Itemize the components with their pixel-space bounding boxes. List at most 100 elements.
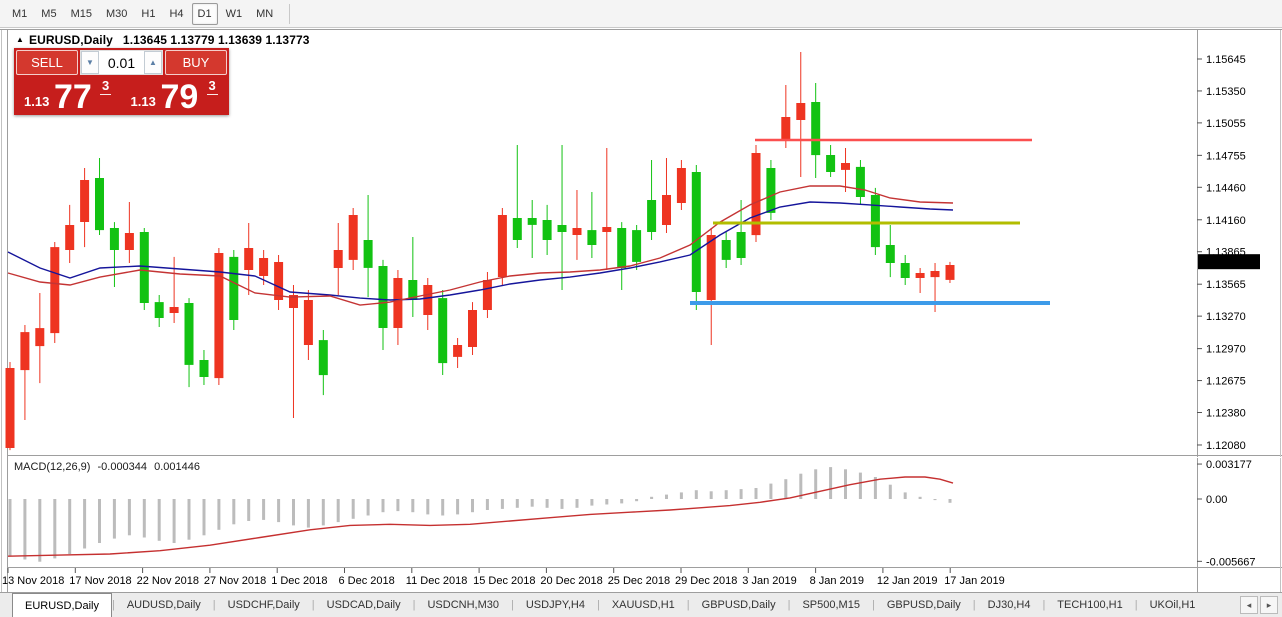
timeframe-button-m30[interactable]: M30 [105, 7, 128, 20]
tab-separator: | [686, 599, 690, 611]
chart-symbol-label: EURUSD,Daily [29, 33, 113, 47]
buy-button[interactable]: BUY [165, 50, 227, 75]
svg-text:-0.005667: -0.005667 [1206, 556, 1256, 568]
chart-tab-usdchf-daily[interactable]: USDCHF,Daily [227, 599, 300, 611]
tab-separator: | [212, 599, 216, 611]
timeframe-button-w1[interactable]: W1 [225, 7, 243, 20]
svg-text:22 Nov 2018: 22 Nov 2018 [137, 575, 199, 587]
tab-scroll-left-icon[interactable]: ◂ [1240, 596, 1258, 614]
svg-text:29 Dec 2018: 29 Dec 2018 [675, 575, 737, 587]
tab-separator: | [972, 599, 976, 611]
svg-text:20 Dec 2018: 20 Dec 2018 [540, 575, 602, 587]
chart-tab-xauusd-h1[interactable]: XAUUSD,H1 [611, 599, 675, 611]
timeframe-button-m5[interactable]: M5 [41, 7, 57, 20]
timeframe-button-h4[interactable]: H4 [169, 7, 184, 20]
sell-price-prefix: 1.13 [24, 94, 50, 109]
volume-increase-icon[interactable]: ▲ [144, 51, 162, 74]
sell-price-pip: 3 [100, 78, 112, 95]
chart-tab-gbpusd-daily[interactable]: GBPUSD,Daily [886, 599, 961, 611]
svg-text:0.00: 0.00 [1206, 494, 1227, 506]
collapse-triangle-icon[interactable]: ▲ [16, 35, 25, 44]
chart-tab-gbpusd-daily[interactable]: GBPUSD,Daily [701, 599, 776, 611]
sell-price-big: 77 [54, 78, 92, 116]
timeframe-toolbar: M1 M5 M15 M30 H1 H4 D1 W1 MN [0, 0, 1282, 28]
chart-tab-audusd-daily[interactable]: AUDUSD,Daily [126, 599, 201, 611]
chart-tab-ukoil-h1[interactable]: UKOil,H1 [1149, 599, 1196, 611]
svg-text:0.003177: 0.003177 [1206, 459, 1252, 471]
timeframe-button-mn[interactable]: MN [256, 7, 274, 20]
price-axis: 1.15645 1.15350 1.15055 1.14755 1.14460 1.141… [1197, 54, 1246, 452]
svg-text:1.13865: 1.13865 [1206, 247, 1246, 259]
chart-tabs: EURUSD,Daily | AUDUSD,Daily | USDCHF,Daily | U… [12, 593, 1207, 617]
ma-slow-blue-line[interactable] [7, 201, 954, 301]
chart-tab-usdcad-daily[interactable]: USDCAD,Daily [326, 599, 401, 611]
tab-separator: | [311, 599, 315, 611]
price-chart-canvas[interactable]: 1.15645 1.15350 1.15055 1.14755 1.14460 1.141… [0, 28, 1282, 592]
macd-axis: 0.003177 0.00 -0.005667 [1197, 459, 1256, 568]
chart-tab-tech100-h1[interactable]: TECH100,H1 [1057, 599, 1123, 611]
timeframe-buttons: M1 M5 M15 M30 H1 H4 D1 W1 MN [6, 2, 281, 25]
macd-main-value: -0.000344 [97, 461, 148, 473]
tab-separator: | [1042, 599, 1046, 611]
chart-tab-usdjpy-h4[interactable]: USDJPY,H4 [525, 599, 585, 611]
tab-separator: | [111, 599, 115, 611]
pane-borders [0, 29, 1282, 592]
buy-price-display[interactable]: 1.13 79 3 [122, 77, 227, 116]
toolbar-divider [289, 3, 291, 24]
macd-histogram [8, 467, 952, 562]
svg-text:27 Nov 2018: 27 Nov 2018 [204, 575, 266, 587]
tab-separator: | [871, 599, 875, 611]
macd-indicator-label: MACD(12,26,9) -0.000344 0.001446 [14, 461, 204, 473]
svg-text:1.15645: 1.15645 [1206, 54, 1246, 66]
timeframe-button-m15[interactable]: M15 [70, 7, 92, 20]
current-price-tag: 1.13773 [1198, 254, 1260, 270]
tab-separator: | [787, 599, 791, 611]
svg-text:8 Jan 2019: 8 Jan 2019 [810, 575, 864, 587]
tab-separator: | [1134, 599, 1138, 611]
svg-text:11 Dec 2018: 11 Dec 2018 [406, 575, 468, 587]
svg-text:1.14755: 1.14755 [1206, 150, 1246, 162]
svg-text:25 Dec 2018: 25 Dec 2018 [608, 575, 670, 587]
chart-tab-sp500-m15[interactable]: SP500,M15 [802, 599, 860, 611]
chart-tab-usdcnh-m30[interactable]: USDCNH,M30 [427, 599, 499, 611]
sell-button[interactable]: SELL [16, 50, 78, 75]
svg-text:1.15055: 1.15055 [1206, 118, 1246, 130]
tab-scroll-arrows: ◂ ▸ [1240, 596, 1278, 614]
volume-decrease-icon[interactable]: ▼ [81, 51, 99, 74]
macd-signal-line[interactable] [7, 476, 954, 557]
sell-price-display[interactable]: 1.13 77 3 [16, 77, 121, 116]
svg-text:1.13773: 1.13773 [1203, 257, 1243, 269]
chart-bg [0, 28, 1282, 592]
chart-tab-bar: EURUSD,Daily | AUDUSD,Daily | USDCHF,Daily | U… [0, 592, 1282, 617]
timeframe-button-d1[interactable]: D1 [191, 2, 218, 25]
svg-text:1.12380: 1.12380 [1206, 408, 1246, 420]
svg-text:1.13565: 1.13565 [1206, 279, 1246, 291]
ma-fast-red-line[interactable] [7, 185, 954, 306]
svg-text:1.15350: 1.15350 [1206, 86, 1246, 98]
chart-tab-eurusd-daily[interactable]: EURUSD,Daily [12, 593, 112, 617]
svg-text:13 Nov 2018: 13 Nov 2018 [2, 575, 64, 587]
chart-window: 1.15645 1.15350 1.15055 1.14755 1.14460 1.141… [0, 28, 1282, 592]
buy-price-pip: 3 [206, 78, 218, 95]
timeframe-button-h1[interactable]: H1 [141, 7, 156, 20]
svg-text:15 Dec 2018: 15 Dec 2018 [473, 575, 535, 587]
chart-tab-dj30-h4[interactable]: DJ30,H4 [987, 599, 1031, 611]
tab-scroll-right-icon[interactable]: ▸ [1260, 596, 1278, 614]
volume-spinner: ▼ 0.01 ▲ [80, 50, 163, 75]
tab-separator: | [596, 599, 600, 611]
volume-input[interactable]: 0.01 [107, 54, 136, 71]
svg-text:1.12970: 1.12970 [1206, 344, 1246, 356]
svg-text:6 Dec 2018: 6 Dec 2018 [339, 575, 395, 587]
svg-text:1.12675: 1.12675 [1206, 376, 1246, 388]
one-click-trade-panel: SELL ▼ 0.01 ▲ BUY 1.13 77 3 1.13 79 3 [14, 48, 229, 115]
tab-separator: | [510, 599, 514, 611]
svg-text:1 Dec 2018: 1 Dec 2018 [271, 575, 327, 587]
timeframe-button-m1[interactable]: M1 [12, 7, 28, 20]
candlesticks [5, 52, 955, 451]
buy-price-big: 79 [160, 78, 199, 116]
buy-price-prefix: 1.13 [130, 94, 156, 109]
chart-ohlc-values: 1.13645 1.13779 1.13639 1.13773 [122, 33, 310, 47]
tab-separator: | [412, 599, 416, 611]
svg-text:12 Jan 2019: 12 Jan 2019 [877, 575, 938, 587]
svg-text:1.12080: 1.12080 [1206, 440, 1246, 452]
